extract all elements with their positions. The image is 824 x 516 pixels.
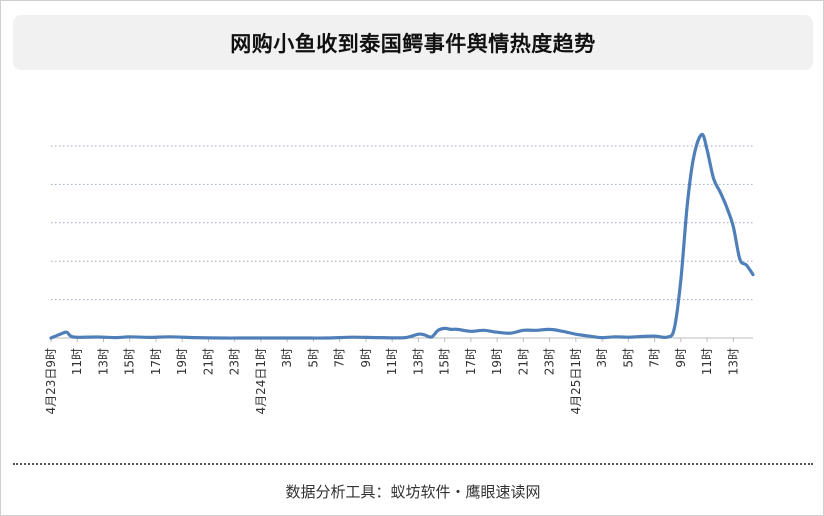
data-point (614, 336, 616, 338)
data-point (601, 337, 603, 339)
x-tick-label: 17时 (464, 348, 478, 375)
data-point (417, 333, 419, 335)
data-point (752, 274, 754, 276)
series-line-group (49, 132, 755, 340)
x-tick-label: 13时 (96, 348, 110, 375)
data-point (352, 336, 354, 338)
x-tick-label: 4月25日1时 (569, 348, 583, 415)
x-tick-label: 11时 (700, 348, 714, 375)
data-point (437, 329, 439, 331)
x-tick-label: 5时 (306, 348, 320, 368)
trend-chart: 4月23日9时 11时 13时 15时 17时 19时 21时 23时 4月24日1时 3时 5时 7… (44, 132, 755, 415)
series-line (49, 132, 755, 340)
data-point (72, 336, 74, 338)
data-point (575, 333, 577, 335)
data-point (641, 336, 643, 338)
data-point (96, 336, 98, 338)
data-point (706, 149, 708, 151)
x-tick-label: 23时 (543, 348, 557, 375)
data-point (496, 331, 498, 333)
footer-source: 数据分析工具：蚁坊软件・鹰眼速读网 (285, 483, 541, 501)
data-point (701, 134, 703, 136)
data-point (726, 206, 728, 208)
data-point (457, 328, 459, 330)
data-point (450, 328, 452, 330)
data-point (168, 336, 170, 338)
data-point (299, 337, 301, 339)
footer-divider (13, 463, 813, 465)
data-point (739, 258, 741, 260)
data-point (673, 327, 675, 329)
data-point (562, 330, 564, 332)
data-point (588, 335, 590, 337)
data-point (59, 333, 61, 335)
data-point (66, 331, 68, 333)
x-tick-label: 4月23日9时 (44, 348, 58, 415)
x-tick-label: 15时 (123, 348, 137, 375)
data-point (667, 336, 669, 338)
x-tick-label: 19时 (490, 348, 504, 375)
data-point (221, 337, 223, 339)
data-point (326, 337, 328, 339)
data-point (424, 334, 426, 336)
data-point (745, 264, 747, 266)
x-tick-label: 23时 (228, 348, 242, 375)
x-tick-label: 17时 (149, 348, 163, 375)
x-tick-label: 19时 (175, 348, 189, 375)
x-tick-label: 7时 (333, 348, 347, 368)
data-point (654, 335, 656, 337)
x-tick-label: 13时 (411, 348, 425, 375)
data-point (129, 336, 131, 338)
data-point (732, 226, 734, 228)
data-point (444, 327, 446, 329)
data-point (719, 191, 721, 193)
data-point (549, 328, 551, 330)
x-tick-label: 3时 (280, 348, 294, 368)
data-point (247, 337, 249, 339)
x-tick-label: 9时 (674, 348, 688, 368)
data-point (50, 337, 52, 339)
x-tick-label: 11时 (385, 348, 399, 375)
x-tick-label: 9时 (359, 348, 373, 368)
data-point (470, 330, 472, 332)
x-tick-label: 7时 (648, 348, 662, 368)
data-point (713, 178, 715, 180)
data-point (194, 337, 196, 339)
x-tick-label: 13时 (726, 348, 740, 375)
title-bar: 网购小鱼收到泰国鳄事件舆情热度趋势 (13, 15, 813, 70)
x-tick-label: 11时 (70, 348, 84, 375)
data-point (680, 279, 682, 281)
data-point (483, 329, 485, 331)
data-point (693, 155, 695, 157)
data-point (273, 337, 275, 339)
x-tick-labels: 4月23日9时 11时 13时 15时 17时 19时 21时 23时 4月24日1时 3时 5时 7… (44, 338, 740, 415)
data-point (431, 336, 433, 338)
data-point (686, 203, 688, 205)
data-point (404, 337, 406, 339)
data-point (627, 336, 629, 338)
gridlines (51, 145, 753, 301)
data-point (148, 336, 150, 338)
data-point (116, 337, 118, 339)
data-point (522, 329, 524, 331)
data-point (378, 337, 380, 339)
x-tick-label: 4月24日1时 (254, 348, 268, 415)
x-tick-label: 5时 (621, 348, 635, 368)
data-point (509, 332, 511, 334)
x-tick-label: 21时 (201, 348, 215, 375)
data-point (536, 329, 538, 331)
x-tick-label: 15时 (438, 348, 452, 375)
x-tick-label: 3时 (595, 348, 609, 368)
chart-title: 网购小鱼收到泰国鳄事件舆情热度趋势 (230, 31, 596, 56)
x-tick-label: 21时 (516, 348, 530, 375)
